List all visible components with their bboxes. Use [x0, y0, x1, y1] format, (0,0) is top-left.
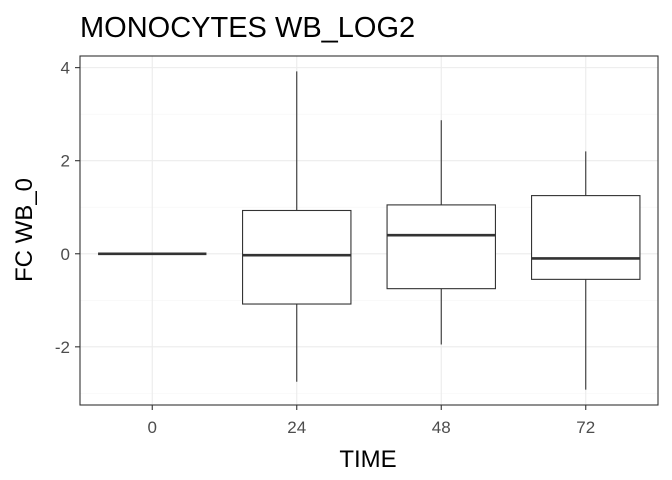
chart-title: MONOCYTES WB_LOG2: [80, 12, 415, 44]
box-48: [386, 120, 496, 345]
panel-border: [79, 55, 659, 406]
box-iqr: [242, 209, 352, 305]
y-tick-label: 2: [61, 152, 70, 171]
x-tick-label: 48: [432, 418, 451, 437]
y-axis-title: FC WB_0: [11, 178, 38, 282]
x-ticks: 0 24 48 72: [148, 405, 595, 437]
box-iqr: [531, 195, 641, 280]
x-tick-label: 0: [148, 418, 157, 437]
x-axis-title: TIME: [339, 446, 396, 473]
box-72: [531, 151, 641, 390]
box-24: [242, 71, 352, 382]
box-iqr: [386, 204, 496, 290]
y-tick-label: 4: [61, 59, 70, 78]
x-tick-label: 72: [576, 418, 595, 437]
y-ticks: -2 0 2 4: [55, 59, 80, 357]
x-tick-label: 24: [287, 418, 306, 437]
boxes: [98, 71, 641, 390]
y-tick-label: 0: [61, 245, 70, 264]
y-tick-label: -2: [55, 338, 70, 357]
